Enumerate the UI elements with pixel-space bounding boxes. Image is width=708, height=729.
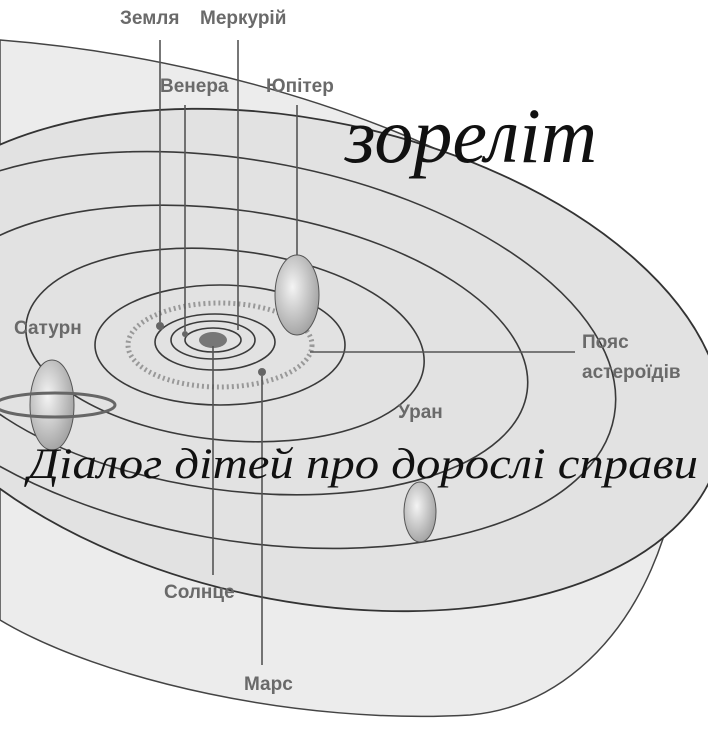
label: Солнце — [164, 582, 235, 603]
earth — [156, 322, 164, 330]
sun — [199, 332, 227, 348]
mars — [258, 368, 266, 376]
label: Уран — [398, 402, 443, 423]
saturn — [30, 360, 74, 450]
label: астероїдів — [582, 362, 681, 383]
label: Юпітер — [266, 76, 334, 97]
label: Земля — [120, 8, 179, 29]
label: Венера — [160, 76, 229, 97]
subtitle: Діалог дітей про дорослі справи — [23, 441, 698, 488]
label: Меркурій — [200, 8, 286, 29]
cover: Земля Меркурій Венера Юпітер Сатурн Пояс… — [0, 0, 708, 729]
venus — [182, 331, 188, 337]
label: Марс — [244, 674, 293, 695]
title: зорелiт — [343, 92, 597, 179]
label: Пояс — [582, 332, 629, 353]
uranus — [404, 482, 436, 542]
jupiter — [275, 255, 319, 335]
label: Сатурн — [14, 318, 82, 339]
